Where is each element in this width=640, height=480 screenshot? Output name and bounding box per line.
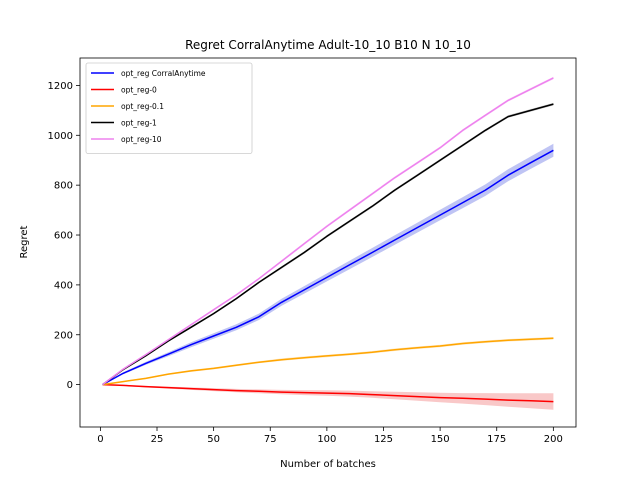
x-tick-label: 175 bbox=[487, 434, 506, 445]
legend-box bbox=[85, 62, 253, 154]
x-tick-label: 0 bbox=[97, 434, 103, 445]
x-axis-ticks: 0 25 50 75 100 125 150 175 200 bbox=[97, 427, 563, 445]
y-tick-label: 600 bbox=[54, 231, 73, 242]
y-axis-label: Regret bbox=[19, 225, 30, 258]
x-tick-label: 50 bbox=[207, 434, 220, 445]
band-opt-reg-0 bbox=[102, 384, 554, 410]
x-tick-label: 150 bbox=[431, 434, 450, 445]
x-tick-label: 200 bbox=[544, 434, 563, 445]
legend: opt_reg CorralAnytime opt_reg-0 opt_reg-0.… bbox=[85, 62, 253, 154]
y-tick-label: 1000 bbox=[48, 131, 73, 142]
legend-entry: opt_reg CorralAnytime bbox=[121, 69, 206, 78]
plot-frame bbox=[79, 57, 577, 428]
y-tick-label: 800 bbox=[54, 181, 73, 192]
legend-entry: opt_reg-0.1 bbox=[121, 102, 164, 111]
legend-entry: opt_reg-1 bbox=[121, 119, 157, 128]
legend-entry: opt_reg-10 bbox=[121, 135, 162, 144]
series-lines bbox=[102, 77, 554, 403]
x-tick-label: 75 bbox=[264, 434, 277, 445]
y-tick-label: 400 bbox=[54, 280, 73, 291]
legend-entry: opt_reg-0 bbox=[121, 86, 157, 95]
series-line-opt-reg-1 bbox=[102, 103, 554, 386]
y-tick-label: 0 bbox=[67, 380, 73, 391]
series-line-opt-reg-10 bbox=[102, 77, 554, 386]
chart-title: Regret CorralAnytime Adult-10_10 B10 N 1… bbox=[185, 38, 471, 52]
x-tick-label: 25 bbox=[151, 434, 164, 445]
x-tick-label: 100 bbox=[317, 434, 336, 445]
y-tick-label: 1200 bbox=[48, 81, 73, 92]
series-line-opt-reg-corralanytime bbox=[102, 149, 554, 386]
x-axis-label: Number of batches bbox=[280, 459, 376, 470]
x-tick-label: 125 bbox=[374, 434, 393, 445]
series-line-opt-reg-0-1 bbox=[102, 337, 554, 386]
series-line-opt-reg-0 bbox=[102, 383, 554, 403]
y-axis-ticks: 0 200 400 600 800 1000 1200 bbox=[48, 81, 80, 391]
y-tick-label: 200 bbox=[54, 330, 73, 341]
